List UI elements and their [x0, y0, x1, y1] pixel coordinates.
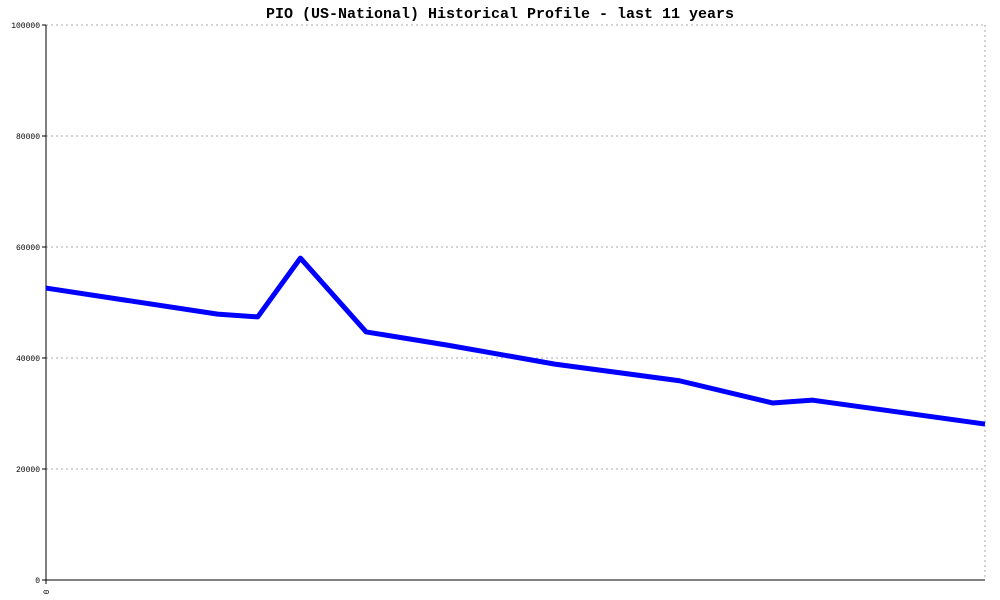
chart-title: PIO (US-National) Historical Profile - l…	[266, 6, 734, 23]
data-line	[45, 255, 986, 427]
y-tick-label: 80000	[16, 133, 40, 142]
y-tick-label: 0	[35, 577, 40, 586]
y-tick-label: 60000	[16, 244, 40, 253]
y-tick-label: 20000	[16, 466, 40, 475]
y-tick-label: 100000	[11, 22, 40, 31]
x-tick-label: 0	[43, 589, 52, 594]
y-tick-label: 40000	[16, 355, 40, 364]
